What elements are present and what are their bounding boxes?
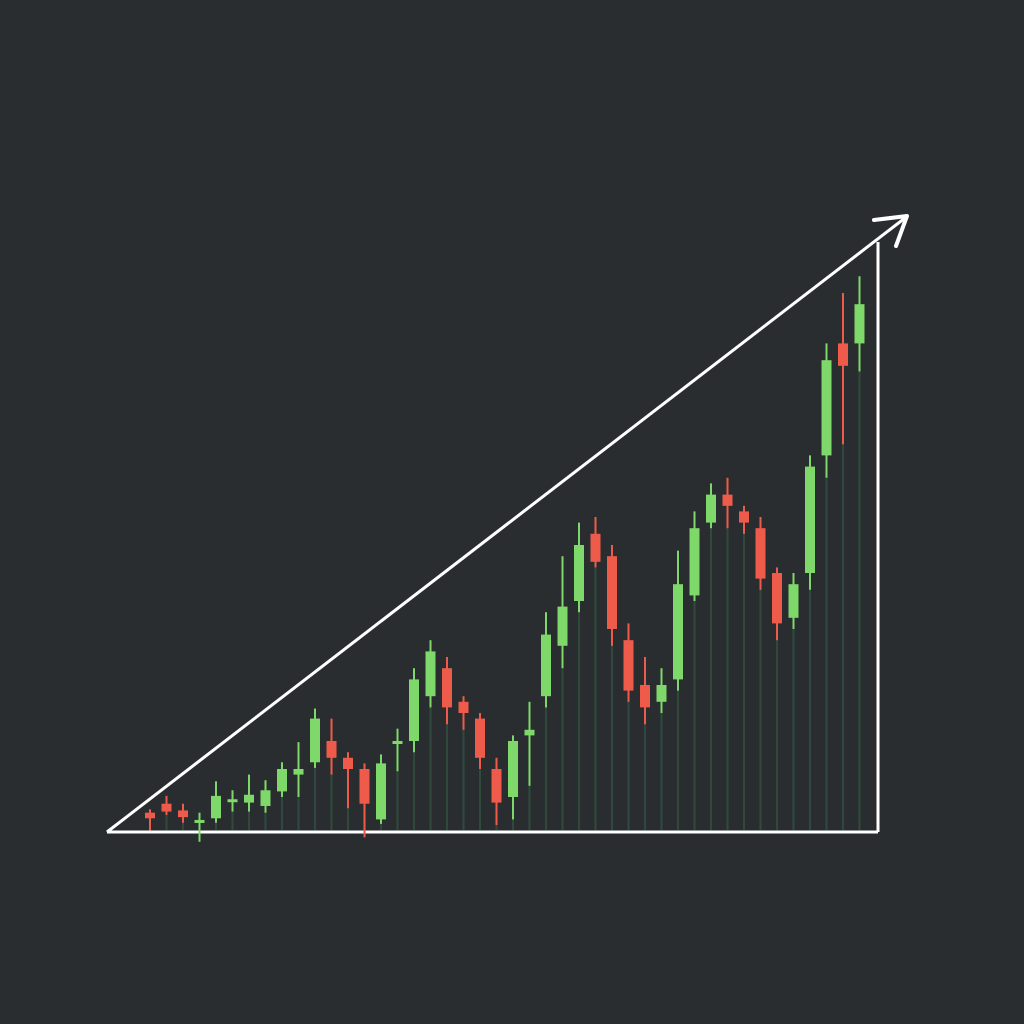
- candle: [821, 343, 832, 478]
- candle-body: [772, 573, 782, 624]
- candle-body: [788, 584, 799, 618]
- candle-body: [805, 466, 815, 573]
- candle: [772, 567, 782, 641]
- candle: [755, 517, 766, 590]
- candle: [838, 293, 848, 445]
- candle: [244, 774, 254, 812]
- candle-body: [854, 304, 865, 344]
- candle: [623, 623, 634, 702]
- candle: [211, 781, 221, 823]
- candle-body: [590, 533, 601, 562]
- candle: [508, 735, 518, 820]
- candle: [854, 276, 865, 372]
- candle-body: [376, 763, 386, 820]
- candle: [161, 795, 172, 815]
- trend-triangle-frame: [106, 214, 909, 834]
- candle-body: [392, 741, 403, 744]
- candle: [178, 803, 188, 823]
- candle-body: [425, 651, 436, 697]
- candle-body: [310, 718, 320, 763]
- candle-body: [194, 819, 205, 823]
- candle: [326, 718, 337, 775]
- candle-body: [673, 584, 683, 680]
- candle: [640, 657, 650, 725]
- candle: [739, 505, 749, 534]
- candle: [541, 612, 551, 708]
- candle-body: [706, 494, 716, 523]
- candle: [376, 754, 386, 824]
- candle-body: [623, 640, 634, 691]
- candle: [310, 708, 320, 768]
- candle-body: [359, 769, 370, 804]
- candle-body: [656, 685, 667, 702]
- candle-body: [607, 556, 617, 629]
- candle-body: [541, 634, 551, 697]
- candle-body: [145, 812, 155, 819]
- candle: [788, 573, 799, 629]
- candle-body: [293, 769, 304, 775]
- candle: [194, 812, 205, 842]
- candle-body: [475, 718, 485, 758]
- candle-body: [574, 545, 584, 601]
- candle-body: [260, 790, 271, 806]
- volume-shadow-lines: [149, 343, 861, 830]
- candle-body: [277, 769, 287, 792]
- candle-body: [640, 685, 650, 708]
- candle-body: [178, 810, 188, 818]
- triangle-hypotenuse-line: [106, 216, 906, 834]
- candle-body: [491, 769, 502, 803]
- candle: [590, 517, 601, 568]
- candle: [392, 728, 403, 772]
- candle: [607, 545, 617, 646]
- candle: [574, 522, 584, 613]
- candle: [557, 556, 568, 669]
- candle-body: [739, 511, 749, 523]
- candle-body: [458, 701, 469, 713]
- candle-body: [161, 803, 172, 812]
- candle-body: [244, 794, 254, 803]
- candle: [458, 696, 469, 730]
- candle: [656, 668, 667, 713]
- candle: [260, 780, 271, 813]
- candle-body: [227, 799, 238, 803]
- candle-body: [755, 528, 766, 579]
- candle-body: [211, 795, 221, 819]
- candle: [524, 701, 535, 786]
- candle: [689, 511, 700, 601]
- candle: [277, 762, 287, 797]
- candle: [293, 742, 304, 797]
- candle: [491, 757, 502, 825]
- candle-body: [508, 741, 518, 797]
- candle-body: [821, 360, 832, 456]
- candle-body: [722, 494, 733, 506]
- candle-body: [524, 729, 535, 736]
- candle-body: [557, 606, 568, 646]
- candle: [409, 668, 419, 753]
- candle: [673, 550, 683, 691]
- candle: [722, 477, 733, 529]
- candle: [475, 713, 485, 769]
- candle: [706, 483, 716, 529]
- candle: [145, 809, 155, 831]
- candle-body: [409, 679, 419, 741]
- candles: [145, 276, 865, 842]
- candle-body: [343, 757, 353, 769]
- up-trend-arrow-icon: [872, 214, 909, 248]
- candle: [425, 640, 436, 708]
- candle: [227, 790, 238, 812]
- candle: [359, 763, 370, 838]
- candle: [442, 657, 452, 725]
- candle-body: [838, 343, 848, 366]
- candle-body: [689, 528, 700, 596]
- candle: [343, 752, 353, 809]
- candle-body: [326, 741, 337, 758]
- candle: [805, 455, 815, 590]
- candle-body: [442, 668, 452, 708]
